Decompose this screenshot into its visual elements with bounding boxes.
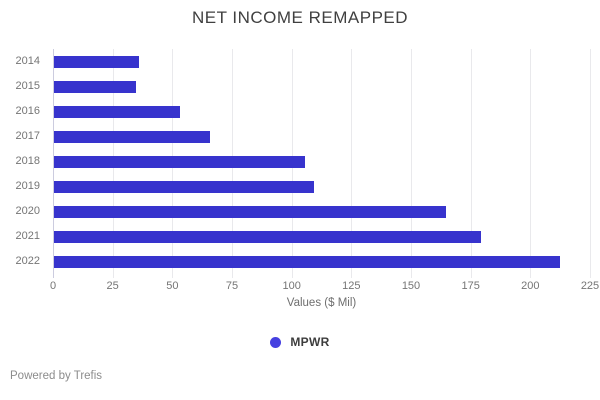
powered-by-trefis-link[interactable]: Powered by Trefis: [10, 370, 103, 382]
y-tick-label-2018: 2018: [15, 155, 40, 167]
x-axis-title: Values ($ Mil): [286, 297, 357, 309]
x-tick-label-125: 125: [342, 280, 361, 292]
legend[interactable]: MPWR: [0, 334, 600, 350]
y-tick-label-2021: 2021: [15, 230, 40, 242]
y-axis-line: [53, 49, 54, 278]
y-tick-label-2016: 2016: [15, 105, 40, 117]
y-tick-label-2022: 2022: [15, 255, 40, 267]
bar-mpwr-2019[interactable]: [54, 180, 314, 193]
bar-mpwr-2016[interactable]: [54, 105, 181, 118]
bar-mpwr-2018[interactable]: [54, 155, 306, 168]
bar-mpwr-2014[interactable]: [54, 55, 139, 68]
bar-mpwr-2020[interactable]: [54, 205, 447, 218]
x-tick-label-150: 150: [401, 280, 421, 292]
gridline-x-125: [351, 49, 353, 278]
x-tick-label-225: 225: [580, 280, 600, 292]
y-tick-label-2015: 2015: [15, 80, 40, 92]
gridline-x-175: [470, 49, 472, 278]
y-tick-label-2014: 2014: [15, 55, 40, 67]
x-tick-label-100: 100: [282, 280, 301, 292]
x-tick-label-75: 75: [225, 280, 239, 292]
x-tick-label-175: 175: [461, 280, 480, 292]
y-tick-label-2019: 2019: [15, 180, 40, 192]
legend-series-label: MPWR: [290, 335, 330, 349]
gridline-x-225: [590, 49, 591, 278]
chart-title: NET INCOME REMAPPED: [191, 8, 409, 27]
bar-mpwr-2015[interactable]: [54, 80, 137, 93]
plot-area: [53, 49, 591, 278]
bar-mpwr-2017[interactable]: [54, 130, 210, 143]
gridline-x-150: [411, 49, 412, 278]
bar-mpwr-2022[interactable]: [54, 255, 560, 268]
x-tick-label-50: 50: [166, 280, 179, 292]
x-tick-label-25: 25: [106, 280, 119, 292]
gridline-x-200: [530, 49, 532, 278]
y-tick-label-2020: 2020: [15, 205, 40, 217]
x-tick-label-200: 200: [521, 280, 540, 292]
x-tick-label-0: 0: [49, 280, 57, 292]
y-tick-label-2017: 2017: [15, 130, 40, 142]
bar-mpwr-2021[interactable]: [54, 230, 481, 243]
legend-series-dot-icon: [270, 336, 282, 348]
